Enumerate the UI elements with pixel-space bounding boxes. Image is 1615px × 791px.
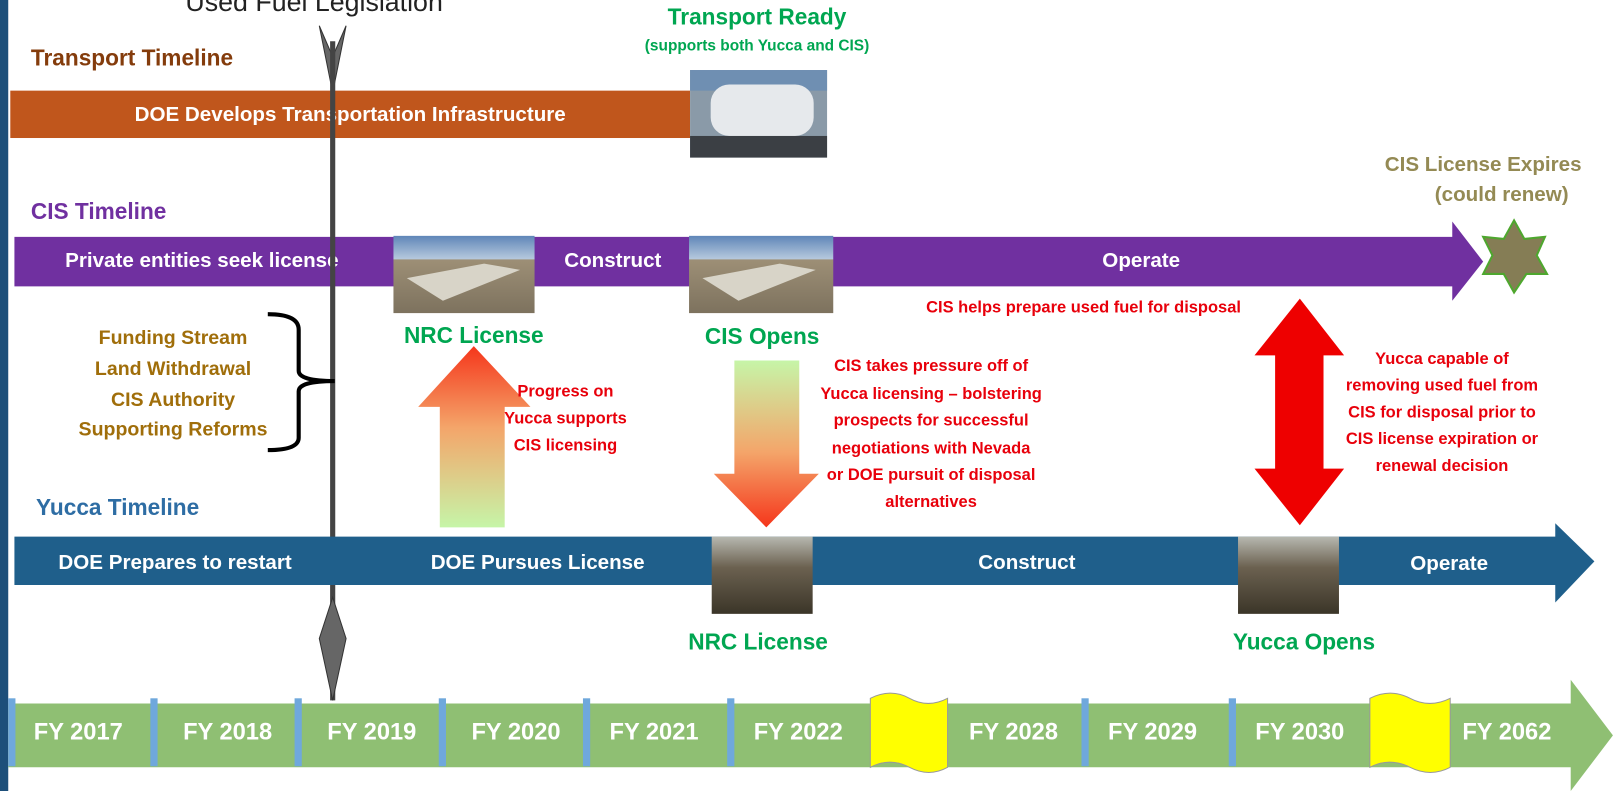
fy-label: FY 2020 <box>471 720 560 746</box>
fy-labels: FY 2017 FY 2018 FY 2019 FY 2020 FY 2021 FY 20… <box>34 720 1552 746</box>
fy-label: FY 2062 <box>1462 720 1551 746</box>
yucca-milestone: NRC License <box>688 629 828 655</box>
annotation: renewal decision <box>1376 457 1509 475</box>
transport-ready-note: (supports both Yucca and CIS) <box>645 37 869 54</box>
legislation-item: Funding Stream <box>99 327 248 349</box>
cis-phase: Private entities seek license <box>65 249 338 272</box>
annotation: or DOE pursuit of disposal <box>827 466 1036 484</box>
bracket <box>268 314 335 450</box>
annotation: Progress on <box>517 383 613 401</box>
down-arrow <box>714 360 819 527</box>
cask-image <box>690 70 827 158</box>
cis-milestone: NRC License <box>404 322 544 348</box>
yucca-phase: DOE Prepares to restart <box>58 551 291 574</box>
cis-site-image <box>393 236 534 313</box>
fy-label: FY 2018 <box>183 720 272 746</box>
legislation-item: Supporting Reforms <box>79 419 268 441</box>
double-arrow <box>1255 299 1345 526</box>
cis-milestone: CIS Opens <box>705 323 820 349</box>
cis-site-image <box>689 236 833 313</box>
annotation: prospects for successful <box>834 412 1029 430</box>
expiry-text: (could renew) <box>1435 183 1569 206</box>
legislation-item: Land Withdrawal <box>95 358 251 380</box>
annotation: CIS licensing <box>514 436 617 454</box>
annotation: Yucca supports <box>504 410 627 428</box>
time-break <box>1370 693 1450 772</box>
fy-label: FY 2021 <box>610 720 699 746</box>
annotation: Yucca capable of <box>1375 350 1509 368</box>
yucca-image <box>1238 537 1339 614</box>
yucca-phase: Operate <box>1410 552 1488 575</box>
transport-label: Transport Timeline <box>31 45 233 71</box>
annotation: removing used fuel from <box>1346 377 1538 395</box>
annotation: Yucca licensing – bolstering <box>820 385 1041 403</box>
time-break <box>870 693 947 772</box>
fy-label: FY 2019 <box>327 720 416 746</box>
transport-ready: Transport Ready <box>668 4 847 30</box>
left-strip <box>0 0 8 791</box>
yucca-phase: Construct <box>978 551 1075 574</box>
yucca-image <box>712 537 813 614</box>
legislation-title: Used Fuel Legislation <box>185 0 442 17</box>
legislation-item: CIS Authority <box>111 389 235 411</box>
cis-phase: Operate <box>1102 249 1180 272</box>
cis-label: CIS Timeline <box>31 198 166 224</box>
expiry-star <box>1483 220 1547 292</box>
annotation: CIS for disposal prior to <box>1348 403 1536 421</box>
fy-label: FY 2030 <box>1255 720 1344 746</box>
diagram: Used Fuel Legislation Transport Timeline… <box>0 0 1615 791</box>
expiry-text: CIS License Expires <box>1385 153 1582 176</box>
page: {"header":{"title":"Used Fuel Legislatio… <box>0 0 1615 791</box>
fy-label: FY 2028 <box>969 720 1058 746</box>
annotation: negotiations with Nevada <box>832 439 1031 457</box>
cis-note: CIS helps prepare used fuel for disposal <box>926 298 1241 316</box>
yucca-phase: DOE Pursues License <box>431 551 645 574</box>
fy-label: FY 2017 <box>34 720 123 746</box>
yucca-label: Yucca Timeline <box>36 494 199 520</box>
transport-bar-text: DOE Develops Transportation Infrastructu… <box>135 103 566 126</box>
yucca-milestone: Yucca Opens <box>1233 629 1375 655</box>
fy-label: FY 2029 <box>1108 720 1197 746</box>
annotation: CIS license expiration or <box>1346 430 1539 448</box>
fy-label: FY 2022 <box>754 720 843 746</box>
cis-phase: Construct <box>564 249 661 272</box>
annotation: CIS takes pressure off of <box>834 357 1029 375</box>
annotation: alternatives <box>885 493 977 511</box>
